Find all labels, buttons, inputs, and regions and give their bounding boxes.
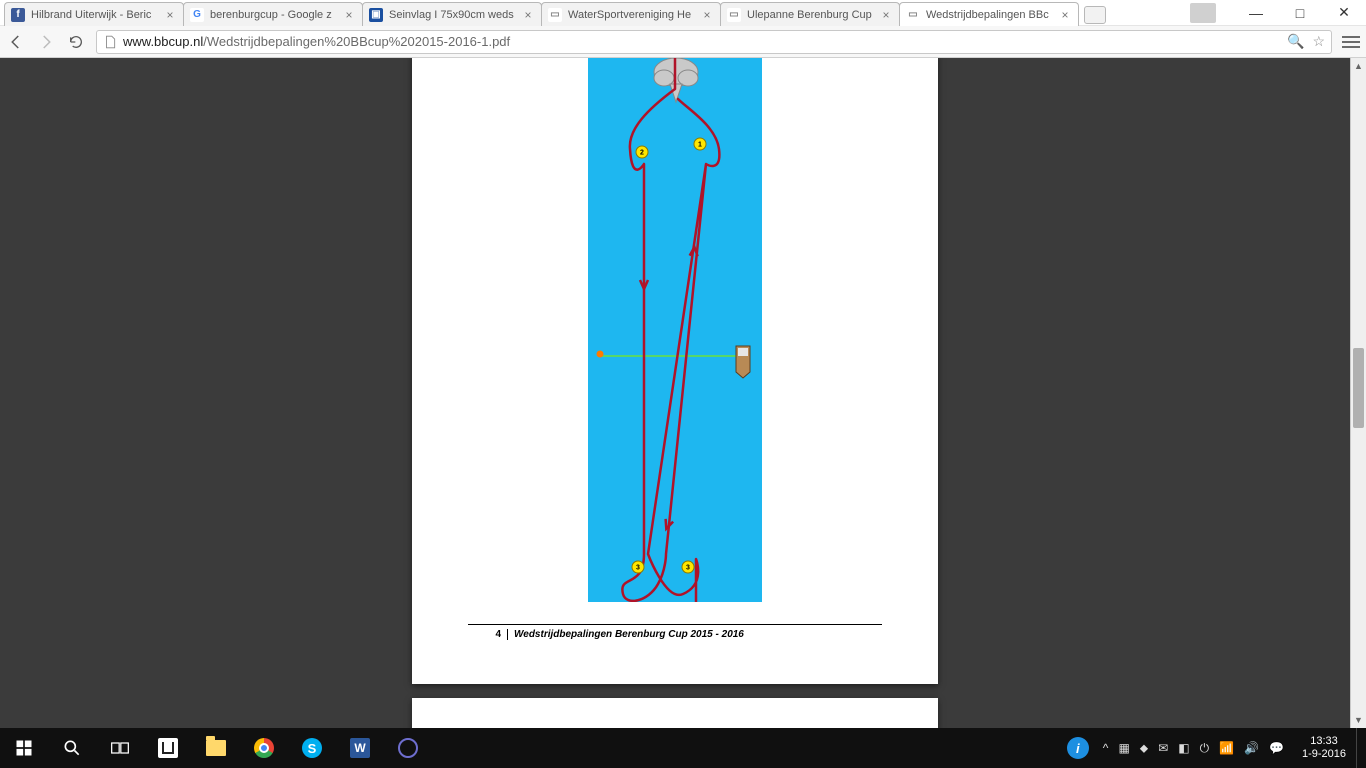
system-tray[interactable]: ^ ▦ ⬥ ✉ ◧ ⏻ 📶 🔊 💬 xyxy=(1095,741,1292,756)
tab-title: Hilbrand Uiterwijk - Beric xyxy=(31,9,163,21)
taskbar-app-info[interactable]: i xyxy=(1061,728,1095,768)
tab-favicon: ▭ xyxy=(548,8,562,22)
vertical-scrollbar[interactable]: ▲ ▼ xyxy=(1350,58,1366,728)
tray-icon[interactable]: ⏻ xyxy=(1200,741,1210,756)
nav-reload-button[interactable] xyxy=(66,32,86,52)
tab-favicon: ▭ xyxy=(727,8,741,22)
tab-close-icon[interactable]: × xyxy=(879,8,893,22)
taskbar-clock[interactable]: 13:33 1-9-2016 xyxy=(1292,735,1356,761)
tab-strip: fHilbrand Uiterwijk - Beric×Gberenburgcu… xyxy=(0,0,1106,26)
tab-favicon: ▣ xyxy=(369,8,383,22)
footer-text: Wedstrijdbepalingen Berenburg Cup 2015 -… xyxy=(514,629,744,640)
tab-close-icon[interactable]: × xyxy=(342,8,356,22)
tab-favicon: f xyxy=(11,8,25,22)
pdf-page-footer: 4 Wedstrijdbepalingen Berenburg Cup 2015 … xyxy=(468,624,882,640)
browser-toolbar: www.bbcup.nl/Wedstrijdbepalingen%20BBcup… xyxy=(0,26,1366,58)
tab-title: WaterSportvereniging He xyxy=(568,9,700,21)
browser-tab[interactable]: ▭ Ulepanne Berenburg Cup× xyxy=(720,2,900,26)
tab-close-icon[interactable]: × xyxy=(1058,8,1072,22)
tab-title: Ulepanne Berenburg Cup xyxy=(747,9,879,21)
tab-close-icon[interactable]: × xyxy=(163,8,177,22)
pdf-page-next xyxy=(412,698,938,728)
tab-title: berenburgcup - Google z xyxy=(210,9,342,21)
taskbar-app-store[interactable] xyxy=(144,728,192,768)
svg-text:3: 3 xyxy=(686,565,690,572)
browser-tab[interactable]: Gberenburgcup - Google z× xyxy=(183,2,363,26)
svg-text:3: 3 xyxy=(636,565,640,572)
tray-icon[interactable]: ▦ xyxy=(1118,741,1129,755)
url-host: www.bbcup.nl xyxy=(123,34,203,49)
new-tab-button[interactable] xyxy=(1084,6,1106,24)
url-path: /Wedstrijdbepalingen%20BBcup%202015-2016… xyxy=(203,34,510,49)
tab-favicon: ▭ xyxy=(906,8,920,22)
taskbar-app-misc[interactable] xyxy=(384,728,432,768)
page-icon xyxy=(103,35,117,49)
tray-icon[interactable]: 🔊 xyxy=(1244,741,1259,755)
nav-back-button[interactable] xyxy=(6,32,26,52)
tab-close-icon[interactable]: × xyxy=(700,8,714,22)
scroll-down-button[interactable]: ▼ xyxy=(1351,712,1366,728)
window-close-button[interactable]: ✕ xyxy=(1322,0,1366,26)
nav-forward-button[interactable] xyxy=(36,32,56,52)
tray-icon[interactable]: ✉ xyxy=(1158,741,1168,755)
tab-favicon: G xyxy=(190,8,204,22)
address-bar[interactable]: www.bbcup.nl/Wedstrijdbepalingen%20BBcup… xyxy=(96,30,1332,54)
taskbar-app-chrome[interactable] xyxy=(240,728,288,768)
tab-title: Wedstrijdbepalingen BBc xyxy=(926,9,1058,21)
tray-icon[interactable]: 💬 xyxy=(1269,741,1284,755)
tray-icon[interactable]: 📶 xyxy=(1219,741,1234,755)
tab-close-icon[interactable]: × xyxy=(521,8,535,22)
chrome-menu-button[interactable] xyxy=(1342,33,1360,51)
taskbar-app-skype[interactable]: S xyxy=(288,728,336,768)
browser-tab[interactable]: ▣ Seinvlag I 75x90cm weds× xyxy=(362,2,542,26)
clock-time: 13:33 xyxy=(1302,735,1346,748)
chrome-user-button[interactable] xyxy=(1190,3,1216,23)
tray-icon[interactable]: ◧ xyxy=(1178,741,1189,755)
search-button[interactable] xyxy=(48,728,96,768)
svg-text:1: 1 xyxy=(698,142,702,149)
clock-date: 1-9-2016 xyxy=(1302,748,1346,761)
race-course-diagram: 1 2 3 3 xyxy=(588,58,762,602)
window-maximize-button[interactable]: □ xyxy=(1278,0,1322,26)
taskbar-app-explorer[interactable] xyxy=(192,728,240,768)
browser-tab[interactable]: ▭ Wedstrijdbepalingen BBc× xyxy=(899,2,1079,26)
page-number: 4 xyxy=(468,629,508,640)
bookmark-star-icon[interactable]: ☆ xyxy=(1312,33,1325,50)
scroll-thumb[interactable] xyxy=(1353,348,1364,428)
window-minimize-button[interactable]: — xyxy=(1234,0,1278,26)
tray-icon[interactable]: ^ xyxy=(1103,741,1109,755)
task-view-button[interactable] xyxy=(96,728,144,768)
windows-taskbar: S W i ^ ▦ ⬥ ✉ ◧ ⏻ 📶 🔊 💬 13:33 1-9-2016 xyxy=(0,728,1366,768)
pdf-page-current: 1 2 3 3 4 Wedstrijdbepalingen Berenburg Cup … xyxy=(412,58,938,684)
pdf-viewer: 1 2 3 3 4 Wedstrijdbepalingen Berenburg Cup … xyxy=(0,58,1366,728)
browser-tab[interactable]: f Hilbrand Uiterwijk - Beric× xyxy=(4,2,184,26)
show-desktop-button[interactable] xyxy=(1356,728,1362,768)
tab-title: Seinvlag I 75x90cm weds xyxy=(389,9,521,21)
browser-tab[interactable]: ▭ WaterSportvereniging He× xyxy=(541,2,721,26)
start-button[interactable] xyxy=(0,728,48,768)
zoom-icon[interactable]: 🔍 xyxy=(1287,33,1304,50)
taskbar-app-word[interactable]: W xyxy=(336,728,384,768)
svg-text:2: 2 xyxy=(640,150,644,157)
tray-icon[interactable]: ⬥ xyxy=(1140,741,1148,756)
scroll-up-button[interactable]: ▲ xyxy=(1351,58,1366,74)
